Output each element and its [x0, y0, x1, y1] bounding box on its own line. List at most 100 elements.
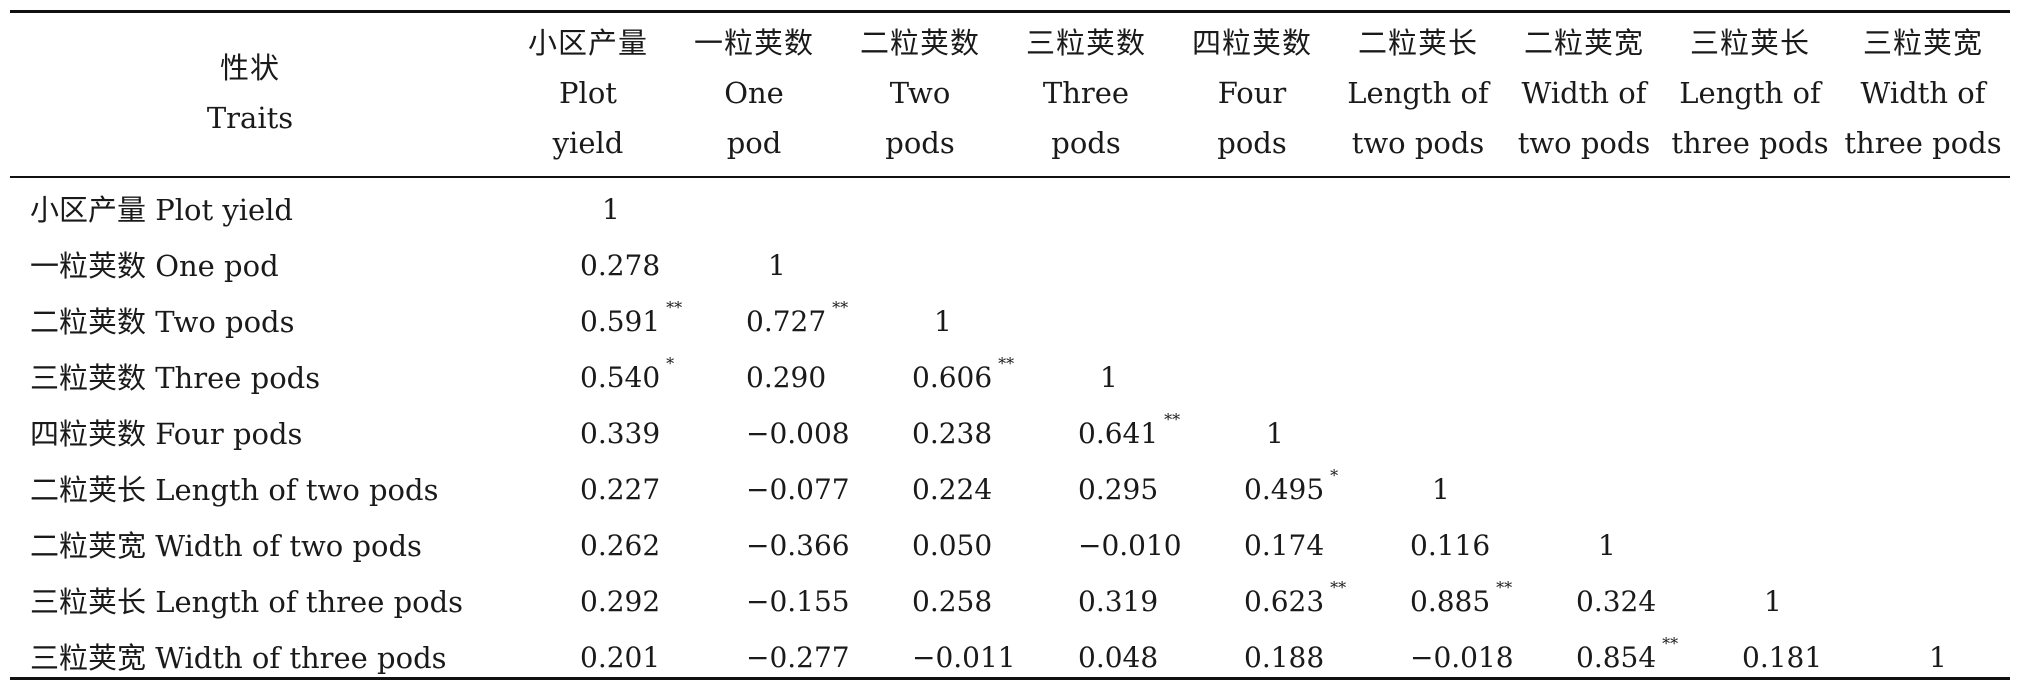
cell-value: 0.262 — [580, 529, 661, 562]
cell-value: 1 — [934, 305, 952, 338]
cell-value: 0.885 — [1410, 585, 1491, 618]
cell-value: 0.319 — [1078, 585, 1159, 618]
table-cell: −0.366 — [746, 518, 850, 574]
cell-value: −0.077 — [746, 473, 850, 506]
significance-mark: ** — [998, 354, 1015, 373]
table-row: 小区产量 Plot yield 1 — [10, 182, 2010, 238]
table-cell: 1 — [1432, 462, 1450, 518]
significance-mark: ** — [1164, 410, 1181, 429]
table-row: 三粒荚长 Length of three pods 0.292 −0.155 0.25… — [10, 574, 2010, 630]
cell-value: 0.591 — [580, 305, 661, 338]
table-cell: 0.188 — [1244, 630, 1324, 686]
column-header-en-line1: Length of — [1347, 76, 1489, 110]
cell-value: 0.324 — [1576, 585, 1657, 618]
cell-value: 0.495 — [1244, 473, 1325, 506]
cell-value: 1 — [1598, 529, 1616, 562]
row-label: 四粒荚数 Four pods — [30, 417, 303, 451]
column-header-en-line2: pods — [885, 126, 955, 160]
cell-value: 1 — [1764, 585, 1782, 618]
table-cell: 1 — [1100, 350, 1118, 406]
column-header-cn: 三粒荚数 — [1025, 26, 1146, 60]
column-header-en-line2: two pods — [1351, 126, 1485, 160]
table-cell: 0.224 — [912, 462, 992, 518]
cell-value: 0.339 — [580, 417, 661, 450]
table-cell: 0.174 — [1244, 518, 1324, 574]
cell-value: 1 — [1432, 473, 1450, 506]
correlation-table: 性状 Traits 小区产量 Plot yield 一粒荚数 One pod 二粒荚数 Two… — [10, 10, 2010, 680]
column-header: 三粒荚宽 Width of three pods — [1838, 10, 2008, 176]
column-header: 二粒荚数 Two pods — [840, 10, 1000, 176]
column-header: 三粒荚长 Length of three pods — [1665, 10, 1835, 176]
column-header-en-line2: two pods — [1517, 126, 1651, 160]
table-cell: −0.277 — [746, 630, 850, 686]
bottom-rule — [10, 677, 2010, 680]
cell-value: 0.238 — [912, 417, 993, 450]
cell-value: 1 — [1929, 641, 1947, 674]
table-cell: 0.324 — [1576, 574, 1656, 630]
cell-value: 0.854 — [1576, 641, 1657, 674]
table-cell: 0.295 — [1078, 462, 1158, 518]
column-header-en-line1: Two — [889, 76, 951, 110]
cell-value: 1 — [1100, 361, 1118, 394]
table-cell: 1 — [934, 294, 952, 350]
table-cell: 0.048 — [1078, 630, 1158, 686]
cell-value: 1 — [768, 249, 786, 282]
table-cell: 0.591 ** — [580, 294, 682, 350]
cell-value: −0.155 — [746, 585, 850, 618]
table-cell: −0.018 — [1410, 630, 1514, 686]
row-label: 小区产量 Plot yield — [30, 193, 293, 227]
table-row: 三粒荚宽 Width of three pods 0.201 −0.277 −0.01… — [10, 630, 2010, 686]
table-cell: 1 — [768, 238, 786, 294]
column-header-cn: 一粒荚数 — [693, 26, 814, 60]
table-cell: −0.155 — [746, 574, 850, 630]
significance-mark: ** — [666, 298, 683, 317]
cell-value: 0.278 — [580, 249, 661, 282]
row-label: 一粒荚数 One pod — [30, 249, 279, 283]
column-header: 二粒荚宽 Width of two pods — [1504, 10, 1664, 176]
table-row: 四粒荚数 Four pods 0.339 −0.008 0.238 0.641 ** 1 — [10, 406, 2010, 462]
cell-value: −0.008 — [746, 417, 850, 450]
cell-value: 0.174 — [1244, 529, 1325, 562]
table-cell: 0.227 — [580, 462, 660, 518]
column-header-en-line1: One — [724, 76, 784, 110]
table-cell: 1 — [1929, 630, 1947, 686]
table-cell: 0.854 ** — [1576, 630, 1678, 686]
traits-header: 性状 Traits — [10, 10, 490, 176]
cell-value: 0.290 — [746, 361, 827, 394]
column-header: 三粒荚数 Three pods — [1006, 10, 1166, 176]
cell-value: 0.258 — [912, 585, 993, 618]
significance-mark: ** — [1330, 578, 1347, 597]
cell-value: −0.277 — [746, 641, 850, 674]
table-cell: 0.495 * — [1244, 462, 1338, 518]
column-header: 二粒荚长 Length of two pods — [1338, 10, 1498, 176]
table-cell: −0.011 — [912, 630, 1016, 686]
column-header-en-line2: yield — [552, 126, 624, 160]
table-cell: 0.641 ** — [1078, 406, 1180, 462]
cell-value: 0.540 — [580, 361, 661, 394]
traits-header-cn: 性状 — [219, 51, 280, 85]
cell-value: 1 — [1266, 417, 1284, 450]
column-header-en-line1: Length of — [1679, 76, 1821, 110]
table-row: 二粒荚数 Two pods 0.591 ** 0.727 ** 1 — [10, 294, 2010, 350]
cell-value: 0.116 — [1410, 529, 1491, 562]
column-header-en-line1: Four — [1217, 76, 1287, 110]
table-row: 三粒荚数 Three pods 0.540 * 0.290 0.606 ** 1 — [10, 350, 2010, 406]
table-cell: 0.116 — [1410, 518, 1490, 574]
column-header-en-line2: three pods — [1671, 126, 1829, 160]
table-cell: 0.238 — [912, 406, 992, 462]
column-header-en-line2: pod — [726, 126, 782, 160]
column-header-en-line1: Plot — [559, 76, 617, 110]
column-header-en-line2: pods — [1217, 126, 1287, 160]
header-rule — [10, 176, 2010, 178]
table-cell: −0.077 — [746, 462, 850, 518]
significance-mark: * — [666, 354, 675, 373]
table-cell: 0.201 — [580, 630, 660, 686]
table-cell: 0.258 — [912, 574, 992, 630]
significance-mark: ** — [1662, 634, 1679, 653]
cell-value: −0.018 — [1410, 641, 1514, 674]
row-label: 三粒荚宽 Width of three pods — [30, 641, 447, 675]
table-cell: 0.262 — [580, 518, 660, 574]
column-header: 一粒荚数 One pod — [674, 10, 834, 176]
cell-value: 0.641 — [1078, 417, 1159, 450]
table-cell: 0.540 * — [580, 350, 674, 406]
